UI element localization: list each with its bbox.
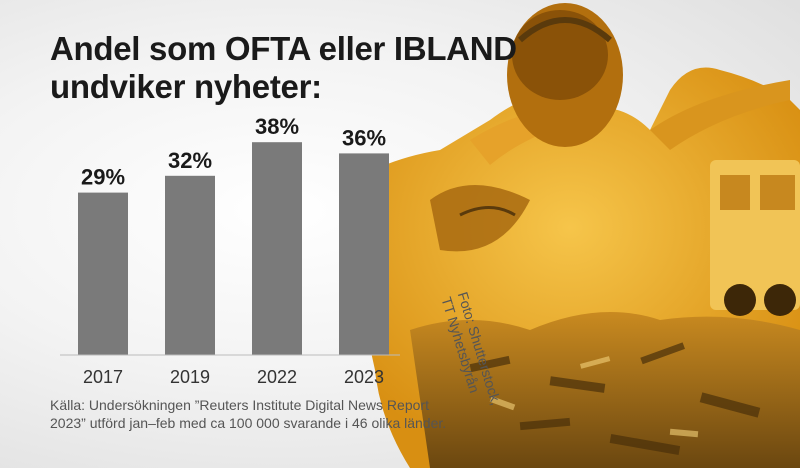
data-label: 32% bbox=[168, 148, 212, 173]
source-note: Källa: Undersökningen ”Reuters Institute… bbox=[50, 396, 510, 432]
x-tick-label: 2023 bbox=[344, 367, 384, 387]
x-tick-label: 2017 bbox=[83, 367, 123, 387]
raised-arm bbox=[650, 80, 790, 150]
chart-title-line-1: Andel som OFTA eller IBLAND bbox=[50, 30, 517, 67]
x-tick-label: 2019 bbox=[170, 367, 210, 387]
source-note-line-1: Källa: Undersökningen ”Reuters Institute… bbox=[50, 397, 429, 413]
x-tick-label: 2022 bbox=[257, 367, 297, 387]
bar bbox=[252, 142, 302, 355]
source-note-line-2: 2023” utförd jan–feb med ca 100 000 svar… bbox=[50, 415, 447, 431]
data-label: 29% bbox=[81, 165, 125, 190]
chart-title: Andel som OFTA eller IBLAND undviker nyh… bbox=[50, 30, 570, 106]
bar-chart: 29% 2017 32% 2019 38% 2022 36% 2023 bbox=[60, 114, 400, 387]
bar bbox=[78, 192, 128, 355]
data-label: 38% bbox=[255, 114, 299, 139]
bar bbox=[165, 175, 215, 355]
chart-title-line-2: undviker nyheter: bbox=[50, 68, 322, 105]
data-label: 36% bbox=[342, 125, 386, 150]
bar bbox=[339, 153, 389, 355]
rubble bbox=[410, 312, 800, 468]
duotone-photo bbox=[340, 3, 800, 468]
